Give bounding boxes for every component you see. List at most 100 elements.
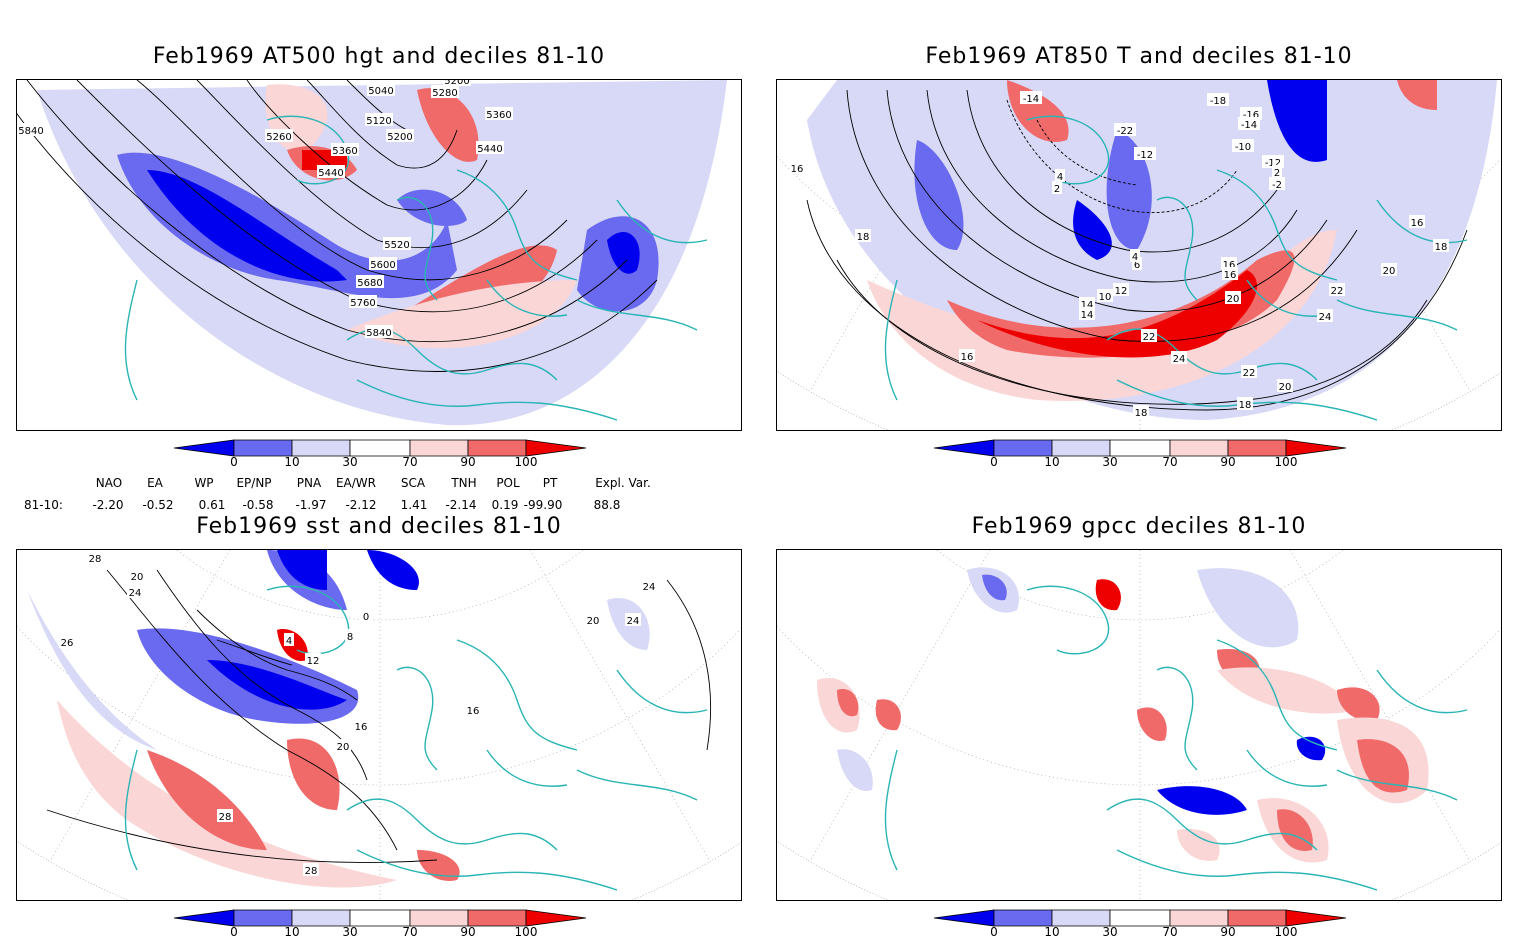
contour-label-bg [284, 633, 294, 646]
decile-shading [977, 270, 1257, 358]
contour-label: 16 [1223, 260, 1236, 271]
colorbar-label: 30 [342, 925, 358, 939]
coastline [1216, 639, 1338, 751]
contour-label-bg [1130, 249, 1140, 262]
coastline [576, 769, 698, 801]
contour-line [26, 80, 628, 342]
coastline [1376, 669, 1468, 714]
decile-shading [1197, 568, 1299, 648]
colorbar-label: 100 [514, 455, 538, 469]
contour-label: 5200 [387, 132, 412, 143]
contour-label: -14 [1241, 120, 1257, 131]
index-value: -2.20 [92, 498, 124, 512]
coastline [486, 749, 568, 787]
contour-line [76, 80, 598, 313]
contour-label-bg [127, 585, 143, 598]
contour-label-bg [1097, 289, 1113, 302]
contour-label-bg [1225, 291, 1241, 304]
colorbar-segment [525, 439, 587, 457]
contour-label-bg [265, 129, 293, 142]
index-header: POL [496, 476, 520, 490]
colorbar-label: 0 [230, 455, 238, 469]
contour-label-bg [1238, 117, 1260, 130]
contour-line [1036, 119, 1138, 186]
index-header: EA [147, 476, 163, 490]
colorbar-label: 10 [284, 455, 300, 469]
colorbar-label: 90 [1220, 925, 1236, 939]
contour-label-bg [1020, 91, 1042, 104]
decile-shading [37, 80, 727, 426]
contour-label: 16 [961, 352, 974, 363]
contour-label: 5520 [384, 240, 409, 251]
contour-label-bg [1241, 365, 1257, 378]
map-t850: -14 -18 -16 -14 -22 -12 -10 -12 4 2 -2 16 18 2 6 4 10 12 1… [776, 79, 1502, 431]
colorbar-label: 70 [402, 455, 418, 469]
contour-label: 16 [355, 722, 368, 733]
contour-label-bg [369, 257, 397, 270]
contour-label-bg [585, 613, 601, 626]
colorbar-label: 30 [342, 455, 358, 469]
contour-label: 12 [1115, 286, 1128, 297]
colorbar-segment [291, 909, 351, 927]
coastline [456, 639, 578, 751]
contour-label: 5440 [318, 168, 343, 179]
colorbar-segment [233, 909, 293, 927]
contour-line [17, 113, 658, 372]
contour-label: 5040 [368, 86, 393, 97]
colorbar-label: 0 [230, 925, 238, 939]
coastline [486, 279, 568, 317]
decile-shading [1137, 707, 1167, 741]
contour-label: -14 [1023, 94, 1039, 105]
contour-label-bg [361, 609, 371, 622]
decile-shading [147, 750, 267, 850]
colorbar-segment [1227, 439, 1287, 457]
contour-label-bg [1262, 155, 1284, 168]
contour-label: 10 [1099, 292, 1112, 303]
colorbar-label: 100 [1274, 455, 1298, 469]
colorbar-segment [349, 909, 411, 927]
decile-shading [367, 550, 419, 590]
index-header: SCA [400, 476, 426, 490]
colorbar-segment [1051, 909, 1111, 927]
contour-label-bg [386, 129, 414, 142]
coastline [124, 749, 138, 871]
contour-line [216, 639, 293, 666]
contour-label-bg [1409, 215, 1425, 228]
colorbar-label: 90 [460, 925, 476, 939]
contour-line [196, 609, 358, 701]
colorbar-label: 90 [1220, 455, 1236, 469]
index-header: EP/NP [236, 476, 272, 490]
contour-label-bg [59, 635, 75, 648]
contour-label-bg [1222, 267, 1238, 280]
colorbar-segment [933, 439, 995, 457]
decile-shading [607, 231, 640, 274]
index-value: -2.14 [445, 498, 477, 512]
contour-label-bg [317, 165, 345, 178]
colorbar-segment [1169, 909, 1229, 927]
contour-label-bg [17, 123, 45, 136]
panel-title-t850: Feb1969 AT850 T and deciles 81-10 [925, 44, 1353, 69]
coastline [1116, 849, 1378, 891]
contour-label: 6 [1134, 260, 1140, 271]
contour-label-bg [1381, 263, 1397, 276]
coastline-group [124, 585, 708, 891]
colorbar-label: 10 [1044, 925, 1060, 939]
contour-label: 5600 [370, 260, 395, 271]
contour-label-bg [367, 83, 395, 96]
index-value: -99.90 [523, 498, 563, 512]
contour-label: 2 [1274, 168, 1280, 179]
index-header: NAO [95, 476, 123, 490]
contour-label-bg [349, 295, 377, 308]
contour-label: -2 [1272, 180, 1282, 191]
contour-label: 26 [61, 638, 74, 649]
colorbar-segment [1051, 439, 1111, 457]
contour-label-bg [303, 863, 319, 876]
contour-line [136, 80, 568, 281]
contour-label: 22 [1243, 368, 1256, 379]
contour-label-bg [1329, 283, 1345, 296]
contour-label: 4 [286, 636, 292, 647]
coastline [346, 798, 558, 851]
contour-line [306, 80, 458, 169]
coastline [124, 279, 138, 401]
contour-label-bg [1052, 181, 1062, 194]
